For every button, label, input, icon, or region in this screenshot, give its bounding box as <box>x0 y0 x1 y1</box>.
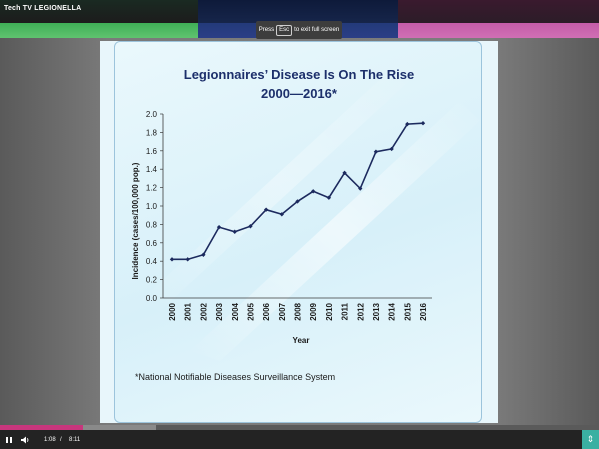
y-tick-label: 1.6 <box>146 147 158 156</box>
y-tick-label: 0.6 <box>146 239 158 248</box>
x-tick-label: 2000 <box>168 302 177 320</box>
x-tick-label: 2004 <box>231 302 240 320</box>
y-tick-label: 0.2 <box>146 276 158 285</box>
volume-button[interactable] <box>21 430 30 449</box>
esc-key: Esc <box>276 24 293 36</box>
x-tick-label: 2003 <box>215 302 224 320</box>
y-tick-label: 0.0 <box>146 294 158 303</box>
decorative-streak-2 <box>140 61 420 311</box>
seek-buffered <box>83 425 156 430</box>
header-segment-pink <box>398 0 599 38</box>
volume-icon <box>21 436 29 443</box>
x-tick-label: 2012 <box>356 302 365 320</box>
pause-button[interactable] <box>5 430 13 449</box>
data-point <box>169 257 175 262</box>
data-point <box>420 121 426 126</box>
chart-svg: 0.00.20.40.60.81.01.21.41.61.82.0 2000 20… <box>131 61 480 361</box>
header-segment-green: Tech TV LEGIONELLA <box>0 0 198 38</box>
data-point <box>248 224 253 229</box>
data-point <box>326 195 332 200</box>
x-axis-label: Year <box>293 336 310 345</box>
y-tick-label: 2.0 <box>146 110 158 119</box>
data-point <box>185 257 190 262</box>
data-point <box>263 207 269 212</box>
data-point <box>201 252 206 257</box>
data-point <box>216 224 222 230</box>
data-point <box>389 146 394 152</box>
data-point <box>279 212 285 217</box>
y-tick-label: 1.4 <box>146 165 158 174</box>
x-tick-label: 2013 <box>372 302 381 320</box>
data-point <box>358 186 363 191</box>
x-tick-labels: 2000 2001 2002 2003 2004 2005 2006 2007 2008 2009… <box>168 302 428 320</box>
app-title: Tech TV LEGIONELLA <box>4 5 82 12</box>
series-group <box>169 121 426 262</box>
chart-title-line2: 2000—2016* <box>261 86 337 101</box>
x-tick-label: 2009 <box>309 302 318 320</box>
data-point <box>405 121 410 127</box>
x-tick-label: 2016 <box>419 302 428 320</box>
y-tick-label: 0.4 <box>146 257 158 266</box>
seek-progress <box>0 425 84 430</box>
x-tick-label: 2005 <box>246 302 255 320</box>
y-tick-label: 1.8 <box>146 128 158 137</box>
x-tick-label: 2010 <box>325 302 334 320</box>
fullscreen-icon: ⇕ <box>586 434 595 444</box>
data-point <box>310 189 316 194</box>
fullscreen-hint: Press Esc to exit full screen <box>256 21 342 39</box>
x-tick-label: 2007 <box>278 302 287 320</box>
y-tick-labels: 0.0 0.2 0.4 0.6 0.8 1.0 1.2 1.4 1.6 1.8 2.0 <box>146 110 158 303</box>
current-time: 1:08 <box>44 436 56 443</box>
time-separator: / <box>60 436 62 443</box>
footnote: *National Notifiable Diseases Surveillan… <box>135 372 336 382</box>
x-tick-label: 2011 <box>341 302 350 320</box>
x-tick-label: 2014 <box>388 302 397 320</box>
control-bar: 1:08 / 8:11 ⇕ <box>0 430 599 449</box>
x-tick-label: 2006 <box>262 302 271 320</box>
data-point <box>373 149 379 154</box>
slide-panel <box>114 41 482 423</box>
fullscreen-hint-suffix: to exit full screen <box>294 27 340 33</box>
x-tick-label: 2015 <box>403 302 412 320</box>
x-tick-label: 2008 <box>294 302 303 320</box>
x-tick-label: 2001 <box>184 302 193 320</box>
x-tick-label: 2002 <box>199 302 208 320</box>
y-tick-label: 0.8 <box>146 220 158 229</box>
y-axis-label: Incidence (cases/100,000 pop.) <box>131 162 140 279</box>
seek-bar[interactable] <box>0 425 599 430</box>
data-point <box>295 199 300 204</box>
decorative-streak <box>190 101 480 361</box>
pause-icon <box>6 436 12 443</box>
slide: 0.0 0.2 0.4 0.6 0.8 1.0 1.2 1.4 1.6 1.8 2.0 2000 20… <box>100 41 498 423</box>
y-tick-label: 1.0 <box>146 202 158 211</box>
total-time: 8:11 <box>69 436 81 443</box>
data-point <box>342 170 347 176</box>
fullscreen-button[interactable]: ⇕ <box>582 430 599 449</box>
chart-title-line1: Legionnaires’ Disease Is On The Rise <box>183 67 415 82</box>
chart-axes <box>160 113 432 299</box>
y-tick-label: 1.2 <box>146 184 158 193</box>
data-point <box>232 229 237 234</box>
fullscreen-hint-prefix: Press <box>258 27 275 33</box>
